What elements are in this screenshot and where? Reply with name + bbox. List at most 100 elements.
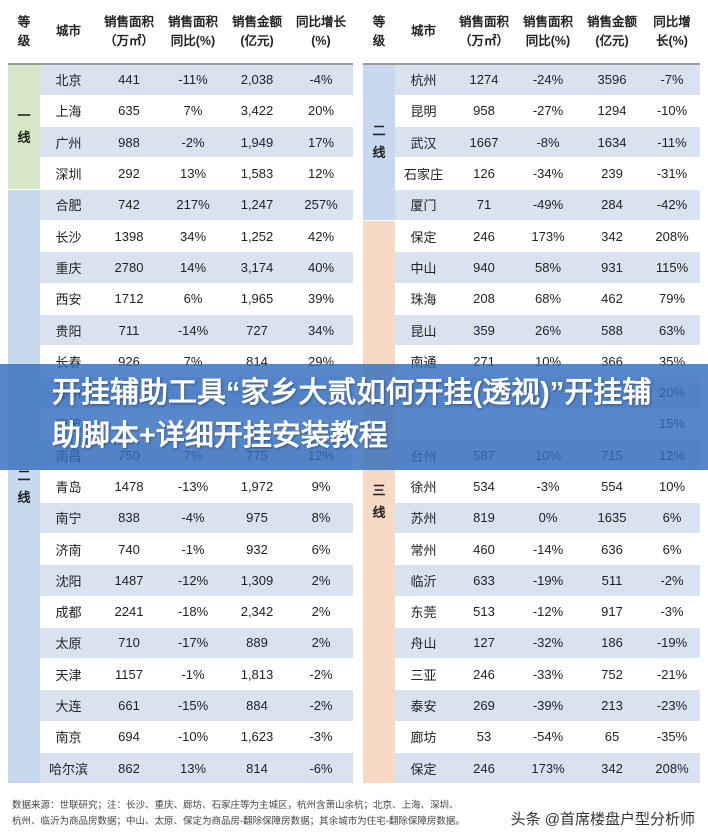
tier-label-left-1: 二线 [8,189,40,785]
value-cell: -34% [516,157,580,190]
value-cell: 40% [289,251,353,284]
table-row: 济南 740 -1% 932 6% 常州 460 -14% 636 6% [8,533,700,566]
value-cell: -15% [161,689,225,722]
tier-char: 线 [372,505,386,521]
city-cell: 昆山 [395,314,452,347]
value-cell: -7% [644,64,700,96]
header-line: (%) [311,33,331,48]
value-cell: 988 [97,126,161,159]
value-cell: 246 [452,658,516,691]
value-cell: -54% [516,721,580,754]
value-cell: 1,965 [225,283,289,315]
header-line: 长(%) [656,33,688,48]
table-row: 太原 710 -17% 889 2% 舟山 127 -32% 186 -19% [8,627,700,660]
tier-char: 线 [17,489,31,505]
header-line: (亿元) [595,33,629,48]
table-row: 天津 1157 -1% 1,813 -2% 三亚 246 -33% 752 -21% [8,658,700,691]
city-cell: 石家庄 [395,157,452,190]
value-cell: -2% [289,658,353,691]
value-cell: 1,247 [225,189,289,221]
column-gap [353,689,363,722]
value-cell: 1,583 [225,157,289,190]
source-note: 数据来源：世联研究；注：长沙、重庆、廊坊、石家庄等为主城区，杭州含萧山余杭；北京… [12,798,702,830]
value-cell: 1712 [97,283,161,315]
table-row: 上海 635 7% 3,422 20% 昆明 958 -27% 1294 -10% [8,95,700,128]
value-cell: 1274 [452,64,516,96]
value-cell: 65 [580,721,644,754]
city-cell: 南京 [40,721,97,754]
value-cell: -19% [644,627,700,660]
value-cell: 26% [516,314,580,347]
city-cell: 天津 [40,658,97,691]
value-cell: 633 [452,564,516,597]
value-cell: -13% [161,470,225,503]
header-right-3: 销售面积 同比(%) [516,0,580,65]
header-left-1: 城市 [40,0,97,65]
value-cell: -14% [161,314,225,347]
value-cell: 635 [97,95,161,128]
value-cell: 53 [452,721,516,754]
column-gap [353,502,363,534]
value-cell: 3,422 [225,95,289,128]
value-cell: 173% [516,220,580,253]
city-cell: 沈阳 [40,564,97,597]
value-cell: 1398 [97,220,161,253]
value-cell: 661 [97,689,161,722]
table-row: 广州 988 -2% 1,949 17% 武汉 1667 -8% 1634 -11% [8,126,700,159]
table-body: 一线北京 441 -11% 2,038 -4% 二线杭州 1274 -24% 3596 -7% 上海… [8,64,700,785]
column-gap [353,345,363,377]
header-right-5: 同比增 长(%) [644,0,700,65]
header-left-0: 等级 [8,0,40,65]
overlay-banner [0,364,708,470]
column-gap [353,95,363,127]
table-row: 成都 2241 -18% 2,342 2% 东莞 513 -12% 917 -3% [8,596,700,628]
value-cell: 7% [161,95,225,128]
value-cell: -2% [289,689,353,722]
value-cell: 588 [580,314,644,347]
value-cell: 208% [644,220,700,253]
header-line: 同比增长 [295,14,346,29]
value-cell: 814 [225,752,289,785]
source-note-line-2: 杭州、临沂为商品房数据；中山、太原、保定为商品房-翻除保障房数据；其余城市为住宅… [12,816,465,827]
value-cell: -42% [644,189,700,221]
table-row: 二线合肥 742 217% 1,247 257% 厦门 71 -49% 284 -42% [8,189,700,785]
city-cell: 三亚 [395,658,452,691]
value-cell: 554 [580,470,644,503]
column-gap [353,721,363,753]
value-cell: -8% [516,126,580,159]
value-cell: 58% [516,251,580,284]
value-cell: 1478 [97,470,161,503]
city-cell: 合肥 [40,189,97,221]
city-cell: 广州 [40,126,97,159]
value-cell: 1634 [580,126,644,159]
value-cell: 889 [225,627,289,660]
value-cell: 2,038 [225,64,289,96]
value-cell: 2780 [97,251,161,284]
value-cell: 34% [289,314,353,347]
value-cell: -31% [644,157,700,190]
value-cell: 217% [161,189,225,221]
value-cell: 2% [289,564,353,597]
column-gap [353,564,363,597]
value-cell: 186 [580,627,644,660]
header-line: 等 [17,14,31,29]
value-cell: -39% [516,689,580,722]
value-cell: 39% [289,283,353,315]
value-cell: 513 [452,596,516,628]
tier-char: 一 [17,107,31,123]
value-cell: 1157 [97,658,161,691]
header-line: 销售面积 [458,14,509,29]
table-row: 贵阳 711 -14% 727 34% 昆山 359 26% 588 63% [8,314,700,347]
column-gap [353,0,363,64]
header-left-2: 销售面积 （万㎡） [97,0,161,65]
city-cell: 东莞 [395,596,452,628]
value-cell: 819 [452,502,516,534]
value-cell: 246 [452,220,516,253]
value-cell: 292 [97,157,161,190]
value-cell: -10% [644,95,700,128]
header-line: （万㎡） [103,33,154,48]
value-cell: 975 [225,502,289,534]
value-cell: 1635 [580,502,644,534]
value-cell: -3% [289,721,353,754]
